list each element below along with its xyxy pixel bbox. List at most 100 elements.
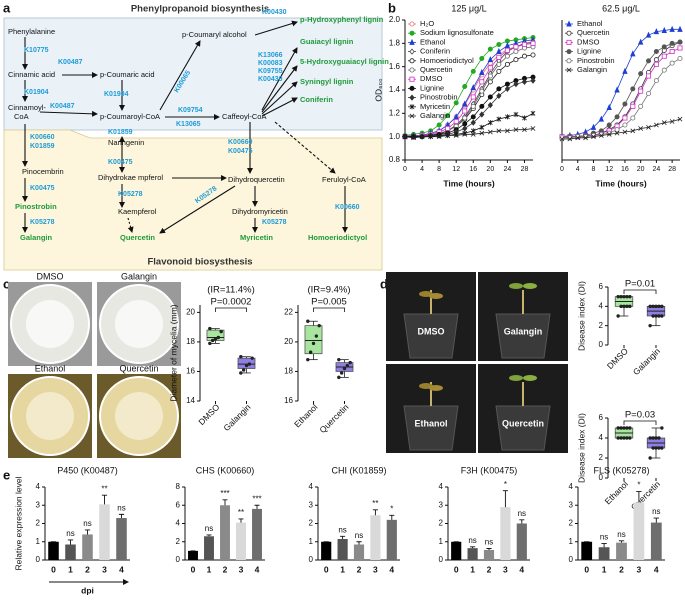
y-tick-label: 4	[309, 482, 314, 491]
data-point	[496, 86, 502, 92]
data-point	[646, 58, 652, 64]
enzyme-code: K00083	[258, 60, 283, 67]
data-point	[244, 363, 249, 368]
data-point	[614, 114, 620, 120]
data-point	[487, 120, 493, 126]
bar	[370, 515, 381, 560]
pot	[495, 405, 551, 451]
data-point	[530, 40, 536, 46]
data-point	[308, 350, 313, 354]
data-point	[654, 446, 658, 450]
data-point	[210, 338, 215, 343]
data-point	[470, 68, 476, 74]
legend-marker	[409, 76, 415, 82]
x-tick-label: 24	[653, 166, 661, 173]
data-point	[470, 131, 476, 137]
data-point	[622, 436, 626, 440]
enzyme-code: K00660	[30, 134, 55, 141]
x-tick-label: 3	[239, 564, 244, 574]
x-tick-label: 28	[668, 166, 676, 173]
data-point	[669, 49, 675, 55]
data-point	[660, 314, 664, 318]
data-point	[669, 60, 675, 66]
bar	[337, 539, 348, 560]
bar	[116, 518, 127, 560]
data-point	[530, 52, 536, 58]
bar	[500, 507, 511, 560]
significance: *	[390, 504, 393, 513]
data-point	[637, 38, 644, 45]
data-point	[606, 131, 612, 137]
data-point	[479, 111, 485, 118]
data-point	[479, 68, 485, 75]
y-tick-label: 0	[36, 555, 41, 564]
significance-bracket	[623, 289, 657, 294]
data-point	[487, 79, 493, 85]
mycelium	[26, 300, 74, 348]
x-tick-label: 0	[403, 166, 407, 173]
x-tick-label: 0	[51, 564, 56, 574]
bar	[252, 508, 262, 560]
data-point	[487, 65, 493, 71]
significance: ns	[338, 525, 346, 534]
x-tick-label: 24	[504, 166, 512, 173]
product: Coniferin	[300, 95, 333, 104]
data-point	[487, 46, 493, 52]
data-point	[530, 126, 536, 131]
significance: **	[101, 484, 107, 493]
significance: ns	[652, 507, 660, 516]
compound: Dihydromyricetin	[232, 207, 288, 216]
legend-label: Pinostrobin	[577, 56, 615, 65]
significance: ns	[83, 519, 91, 528]
series-line	[405, 80, 534, 138]
data-point	[646, 124, 651, 130]
product: Quercetin	[120, 233, 155, 242]
data-point	[616, 314, 620, 318]
chart-title: F3H (K00475)	[461, 465, 518, 475]
data-point	[342, 366, 347, 371]
enzyme-code: K09754	[178, 107, 203, 114]
y-tick-label: 18	[186, 337, 195, 346]
data-point	[513, 57, 519, 63]
box	[237, 357, 256, 369]
chart-title: 125 μg/L	[451, 3, 486, 13]
y-tick-label: 6	[176, 500, 181, 509]
y-tick-label: 22	[284, 307, 293, 316]
data-point	[628, 426, 632, 430]
data-point	[677, 116, 683, 122]
series-line	[562, 58, 681, 139]
x-tick-label: 1	[340, 564, 345, 574]
data-point	[317, 323, 321, 328]
data-point	[660, 304, 664, 309]
data-point	[646, 91, 652, 97]
bar	[650, 522, 662, 560]
legend-label: H₂O	[420, 19, 434, 28]
data-point	[648, 456, 652, 460]
bar	[188, 550, 198, 560]
data-point	[625, 294, 629, 299]
data-point	[479, 79, 485, 85]
legend-label: Myricetin	[420, 102, 450, 111]
data-point	[669, 119, 675, 124]
x-tick-label: 3	[373, 564, 378, 574]
y-tick-label: 16	[186, 367, 195, 376]
data-point	[630, 128, 636, 134]
legend-label: Ethanol	[420, 37, 446, 46]
y-axis-label: Diameter of mycelia (mm)	[168, 304, 178, 401]
x-tick-label: 28	[521, 166, 529, 173]
bar	[386, 519, 397, 560]
compound: Cinnamoyl-	[8, 103, 46, 112]
error-bar	[372, 509, 378, 516]
x-tick-label: 20	[637, 166, 645, 173]
pathway-arrow	[254, 20, 298, 36]
compound: CoA	[14, 112, 29, 121]
data-point	[622, 129, 628, 135]
data-point	[479, 56, 485, 62]
data-point	[445, 113, 451, 119]
legend-label: DMSO	[420, 74, 443, 83]
data-point	[479, 130, 485, 136]
data-point	[479, 103, 485, 109]
pathway-arrow	[261, 47, 298, 111]
x-tick-label: Ethanol	[292, 402, 320, 430]
x-tick-label: 2	[619, 564, 624, 574]
